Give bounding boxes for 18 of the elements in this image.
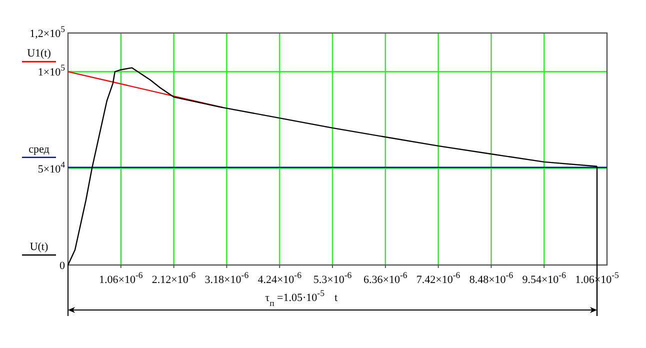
series-label: U1(t) [27, 48, 52, 60]
x-tick-label: 2.12×10$^{-6}$ [152, 270, 196, 286]
text: U(t) [30, 241, 48, 253]
y-tick-label: 5×10$^{4}$ [38, 159, 66, 176]
x-tick-label: 5.3×10$^{-6}$ [313, 270, 352, 286]
x-tick-label: 9.54×10$^{-6}$ [522, 270, 567, 286]
y-tick-label: 0 [60, 260, 66, 272]
x-tick-label: 6.36×10$^{-6}$ [364, 270, 408, 286]
x-tick-label: 1.06×10$^{-6}$ [99, 270, 144, 286]
x-tick-label: 4.24×10$^{-6}$ [258, 270, 302, 286]
x-tick-label: 7.42×10$^{-6}$ [416, 270, 461, 286]
y-tick-label: 1,2×10$^{5}$ [30, 24, 66, 40]
x-axis-title: t [334, 292, 338, 304]
x-tick-label: 8.48×10$^{-6}$ [469, 270, 514, 286]
y-tick-label: 1×10$^{5}$ [38, 62, 66, 79]
text: τ$_{п}$ =1.05·10$^{-5}$ [265, 288, 326, 308]
x-tick-label: 3.18×10$^{-6}$ [204, 270, 250, 286]
text: сред [28, 143, 50, 156]
